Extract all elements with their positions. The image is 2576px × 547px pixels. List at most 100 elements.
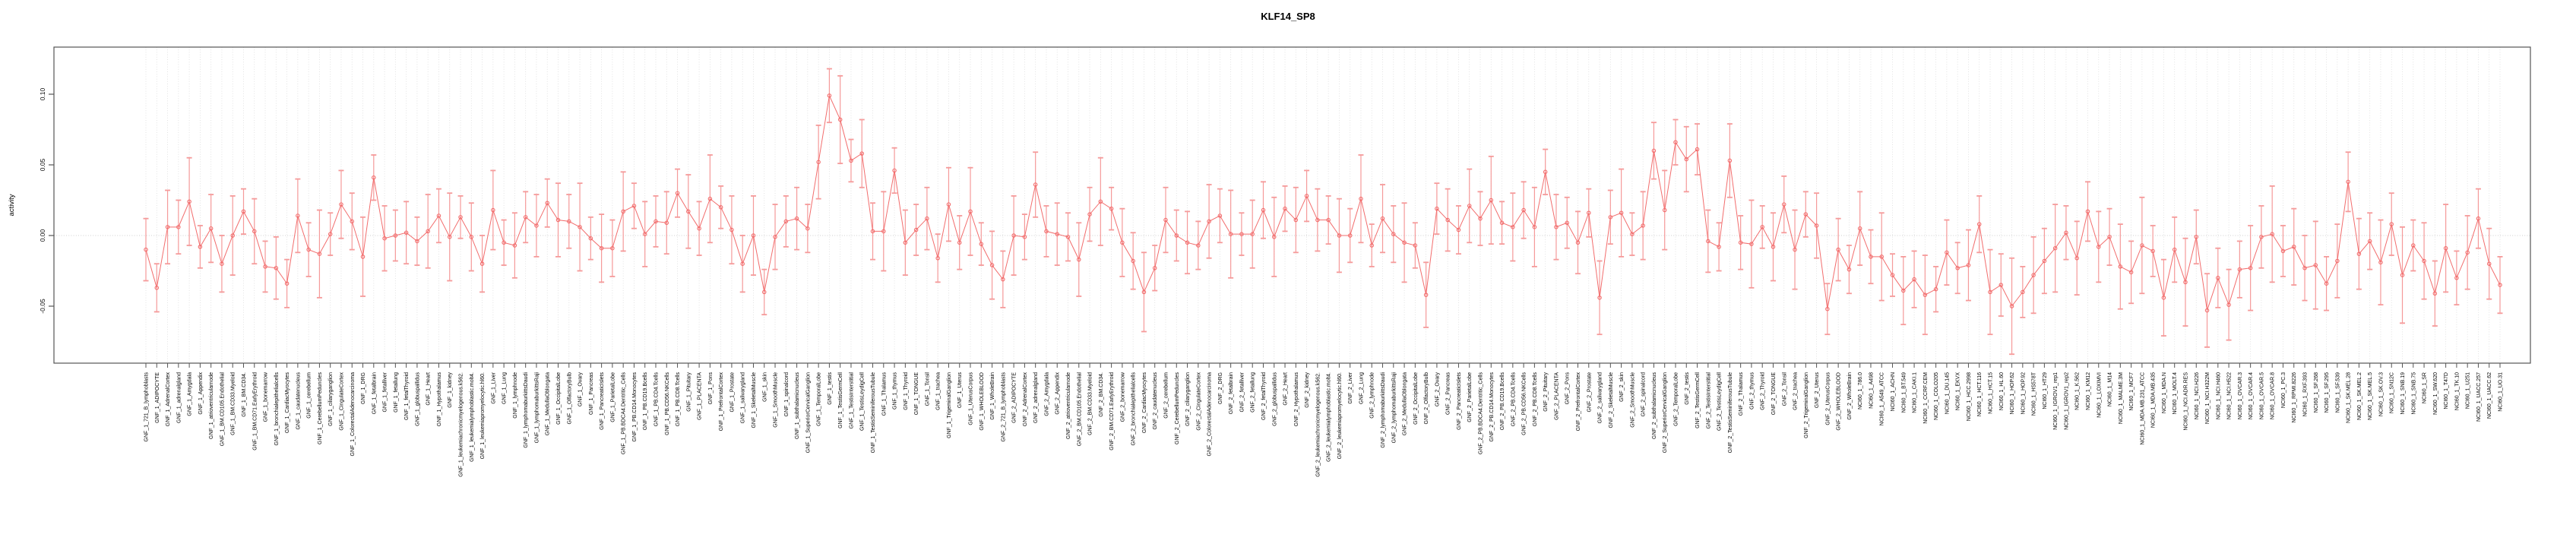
data-point bbox=[729, 227, 734, 232]
x-tick-label: GNF_2_Appendix bbox=[1055, 372, 1061, 415]
x-tick-label: GNF_1_subthalamicnucleus bbox=[795, 372, 800, 439]
x-tick-label: GNF_1_fetallung bbox=[394, 372, 399, 413]
data-point bbox=[1141, 289, 1147, 295]
x-tick-label: GNF_2_TrigeminalGanglion bbox=[1804, 372, 1809, 438]
x-tick-label: GNF_2_ParietalLobe bbox=[1467, 372, 1473, 422]
data-point bbox=[1575, 240, 1581, 245]
x-tick-label: GNF_1_adrenalgland bbox=[176, 372, 182, 423]
x-tick-label: NCI60_1_HOP.62 bbox=[2010, 372, 2015, 415]
data-point bbox=[664, 220, 669, 226]
data-point bbox=[1673, 140, 1678, 144]
plot-box bbox=[53, 46, 2531, 364]
data-point bbox=[783, 219, 789, 224]
x-tick-label: GNF_1_TestisInterstitial bbox=[849, 372, 854, 429]
x-tick-label: NCI60_1_OVCAR.5 bbox=[2259, 372, 2264, 419]
x-tick-label: GNF_1_PrefrontalCortex bbox=[719, 372, 724, 432]
data-point bbox=[751, 233, 756, 238]
x-tick-label: GNF_1_fetalThyroid bbox=[404, 372, 410, 420]
data-point bbox=[2400, 273, 2405, 277]
data-point bbox=[2194, 235, 2199, 239]
x-tick-label: NCI60_1_TK.10 bbox=[2454, 372, 2460, 410]
data-point bbox=[154, 286, 160, 290]
x-tick-label: GNF_1_fetalliver bbox=[383, 372, 388, 412]
x-tick-label: GNF_2_subthalamicnucleus bbox=[1652, 372, 1657, 439]
x-tick-label: NCI60_1_SF.539 bbox=[2335, 372, 2340, 413]
x-tick-label: GNF_1_Prostate bbox=[729, 372, 735, 413]
x-tick-label: GNF_1_TONGUE bbox=[914, 372, 919, 416]
data-point bbox=[1044, 229, 1049, 234]
x-tick-label: GNF_1_OccipitalLobe bbox=[556, 372, 562, 425]
x-tick-label: GNF_2_PB.CD8.Tcells bbox=[1533, 372, 1538, 427]
data-point bbox=[849, 158, 853, 163]
x-tick-label: GNF_1_ColorectalAdenocarcinoma bbox=[350, 372, 356, 457]
data-point bbox=[1347, 233, 1353, 238]
x-tick-label: GNF_2_Pituitary bbox=[1543, 372, 1549, 412]
x-tick-label: NCI60_1_SNB.19 bbox=[2400, 372, 2406, 415]
x-tick-label: NCI60_1_UACC.62 bbox=[2487, 372, 2492, 419]
x-tick-label: GNF_2_Uterus bbox=[1815, 372, 1820, 409]
x-tick-label: GNF_1_PB.CD56.NKCells bbox=[665, 372, 670, 435]
data-point bbox=[2411, 243, 2416, 248]
data-point bbox=[892, 168, 897, 173]
data-point bbox=[1239, 232, 1244, 236]
data-point bbox=[1890, 273, 1895, 277]
x-tick-label: GNF_1_SmoothMuscle bbox=[774, 372, 779, 428]
x-tick-label: GNF_1_leukemiapromyelocytic.hl60. bbox=[480, 372, 486, 459]
data-point bbox=[642, 232, 647, 236]
x-tick-label: GNF_2_atrioventricularnode bbox=[1066, 372, 1071, 439]
data-point bbox=[1293, 217, 1299, 223]
x-tick-label: GNF_1_BM.CD71.EarlyErythroid bbox=[252, 372, 258, 451]
x-tick-label: GNF_1_caudatenucleus bbox=[296, 372, 301, 430]
x-tick-label: NCI60_1_SK.MEL.28 bbox=[2347, 372, 2352, 423]
x-tick-label: GNF_1_PB.CD14.Monocytes bbox=[632, 372, 638, 442]
data-point bbox=[339, 202, 343, 207]
data-point bbox=[2031, 273, 2036, 277]
x-tick-label: NCI60_1_IGROV1_rep2 bbox=[2064, 372, 2069, 430]
data-point bbox=[2346, 179, 2350, 185]
data-point bbox=[2052, 245, 2058, 251]
data-point bbox=[881, 229, 886, 234]
x-tick-label: GNF_2_spinalcord bbox=[1641, 372, 1647, 416]
data-point bbox=[1022, 235, 1027, 239]
x-tick-label: GNF_1_TemporalLobe bbox=[817, 372, 822, 426]
x-tick-label: GNF_2_Pons bbox=[1565, 372, 1571, 405]
data-point bbox=[1391, 232, 1396, 236]
data-point bbox=[631, 204, 637, 208]
x-tick-label: GNF_2_Amygdala bbox=[1044, 372, 1049, 416]
data-point bbox=[1543, 169, 1548, 175]
x-tick-label: GNF_2_Liver bbox=[1348, 372, 1353, 403]
data-point bbox=[794, 216, 799, 221]
data-point bbox=[1152, 266, 1157, 270]
x-tick-label: GNF_1_SkeletalMuscle bbox=[752, 372, 757, 428]
x-tick-label: GNF_1_BM.CD105.Endothelial bbox=[220, 372, 225, 447]
data-point bbox=[805, 226, 810, 231]
data-point bbox=[1782, 202, 1786, 207]
x-tick-label: NCI60_1_RXF.393 bbox=[2303, 372, 2309, 416]
data-point bbox=[1998, 283, 2004, 287]
data-point bbox=[545, 201, 549, 205]
x-tick-label: GNF_2_skin bbox=[1619, 372, 1625, 402]
x-tick-label: GNF_2_DRG bbox=[1218, 372, 1223, 404]
data-point bbox=[1879, 255, 1884, 259]
data-point bbox=[762, 289, 767, 295]
data-point bbox=[1966, 263, 1971, 267]
data-point bbox=[2042, 258, 2047, 264]
data-point bbox=[1912, 277, 1916, 282]
x-tick-label: GNF_2_PB.CD19.Bcells bbox=[1500, 372, 1505, 431]
data-point bbox=[697, 226, 701, 231]
data-point bbox=[2313, 263, 2318, 267]
x-tick-label: GNF_2_adrenalgland bbox=[1033, 372, 1039, 423]
data-point bbox=[870, 229, 875, 234]
x-tick-label: GNF_1_BM.CD34. bbox=[242, 372, 247, 417]
data-point bbox=[578, 225, 582, 229]
x-tick-label: GNF_2_caudatenucleus bbox=[1153, 372, 1158, 430]
data-point bbox=[1109, 206, 1114, 211]
data-point bbox=[686, 209, 691, 214]
x-tick-label: GNF_2_thymus bbox=[1749, 372, 1755, 410]
data-point bbox=[534, 223, 539, 228]
x-tick-label: GNF_2_TestisGermCell bbox=[1695, 372, 1701, 428]
data-point bbox=[2128, 270, 2134, 275]
data-point bbox=[827, 93, 832, 98]
data-point bbox=[2476, 216, 2481, 221]
data-point bbox=[610, 245, 615, 251]
